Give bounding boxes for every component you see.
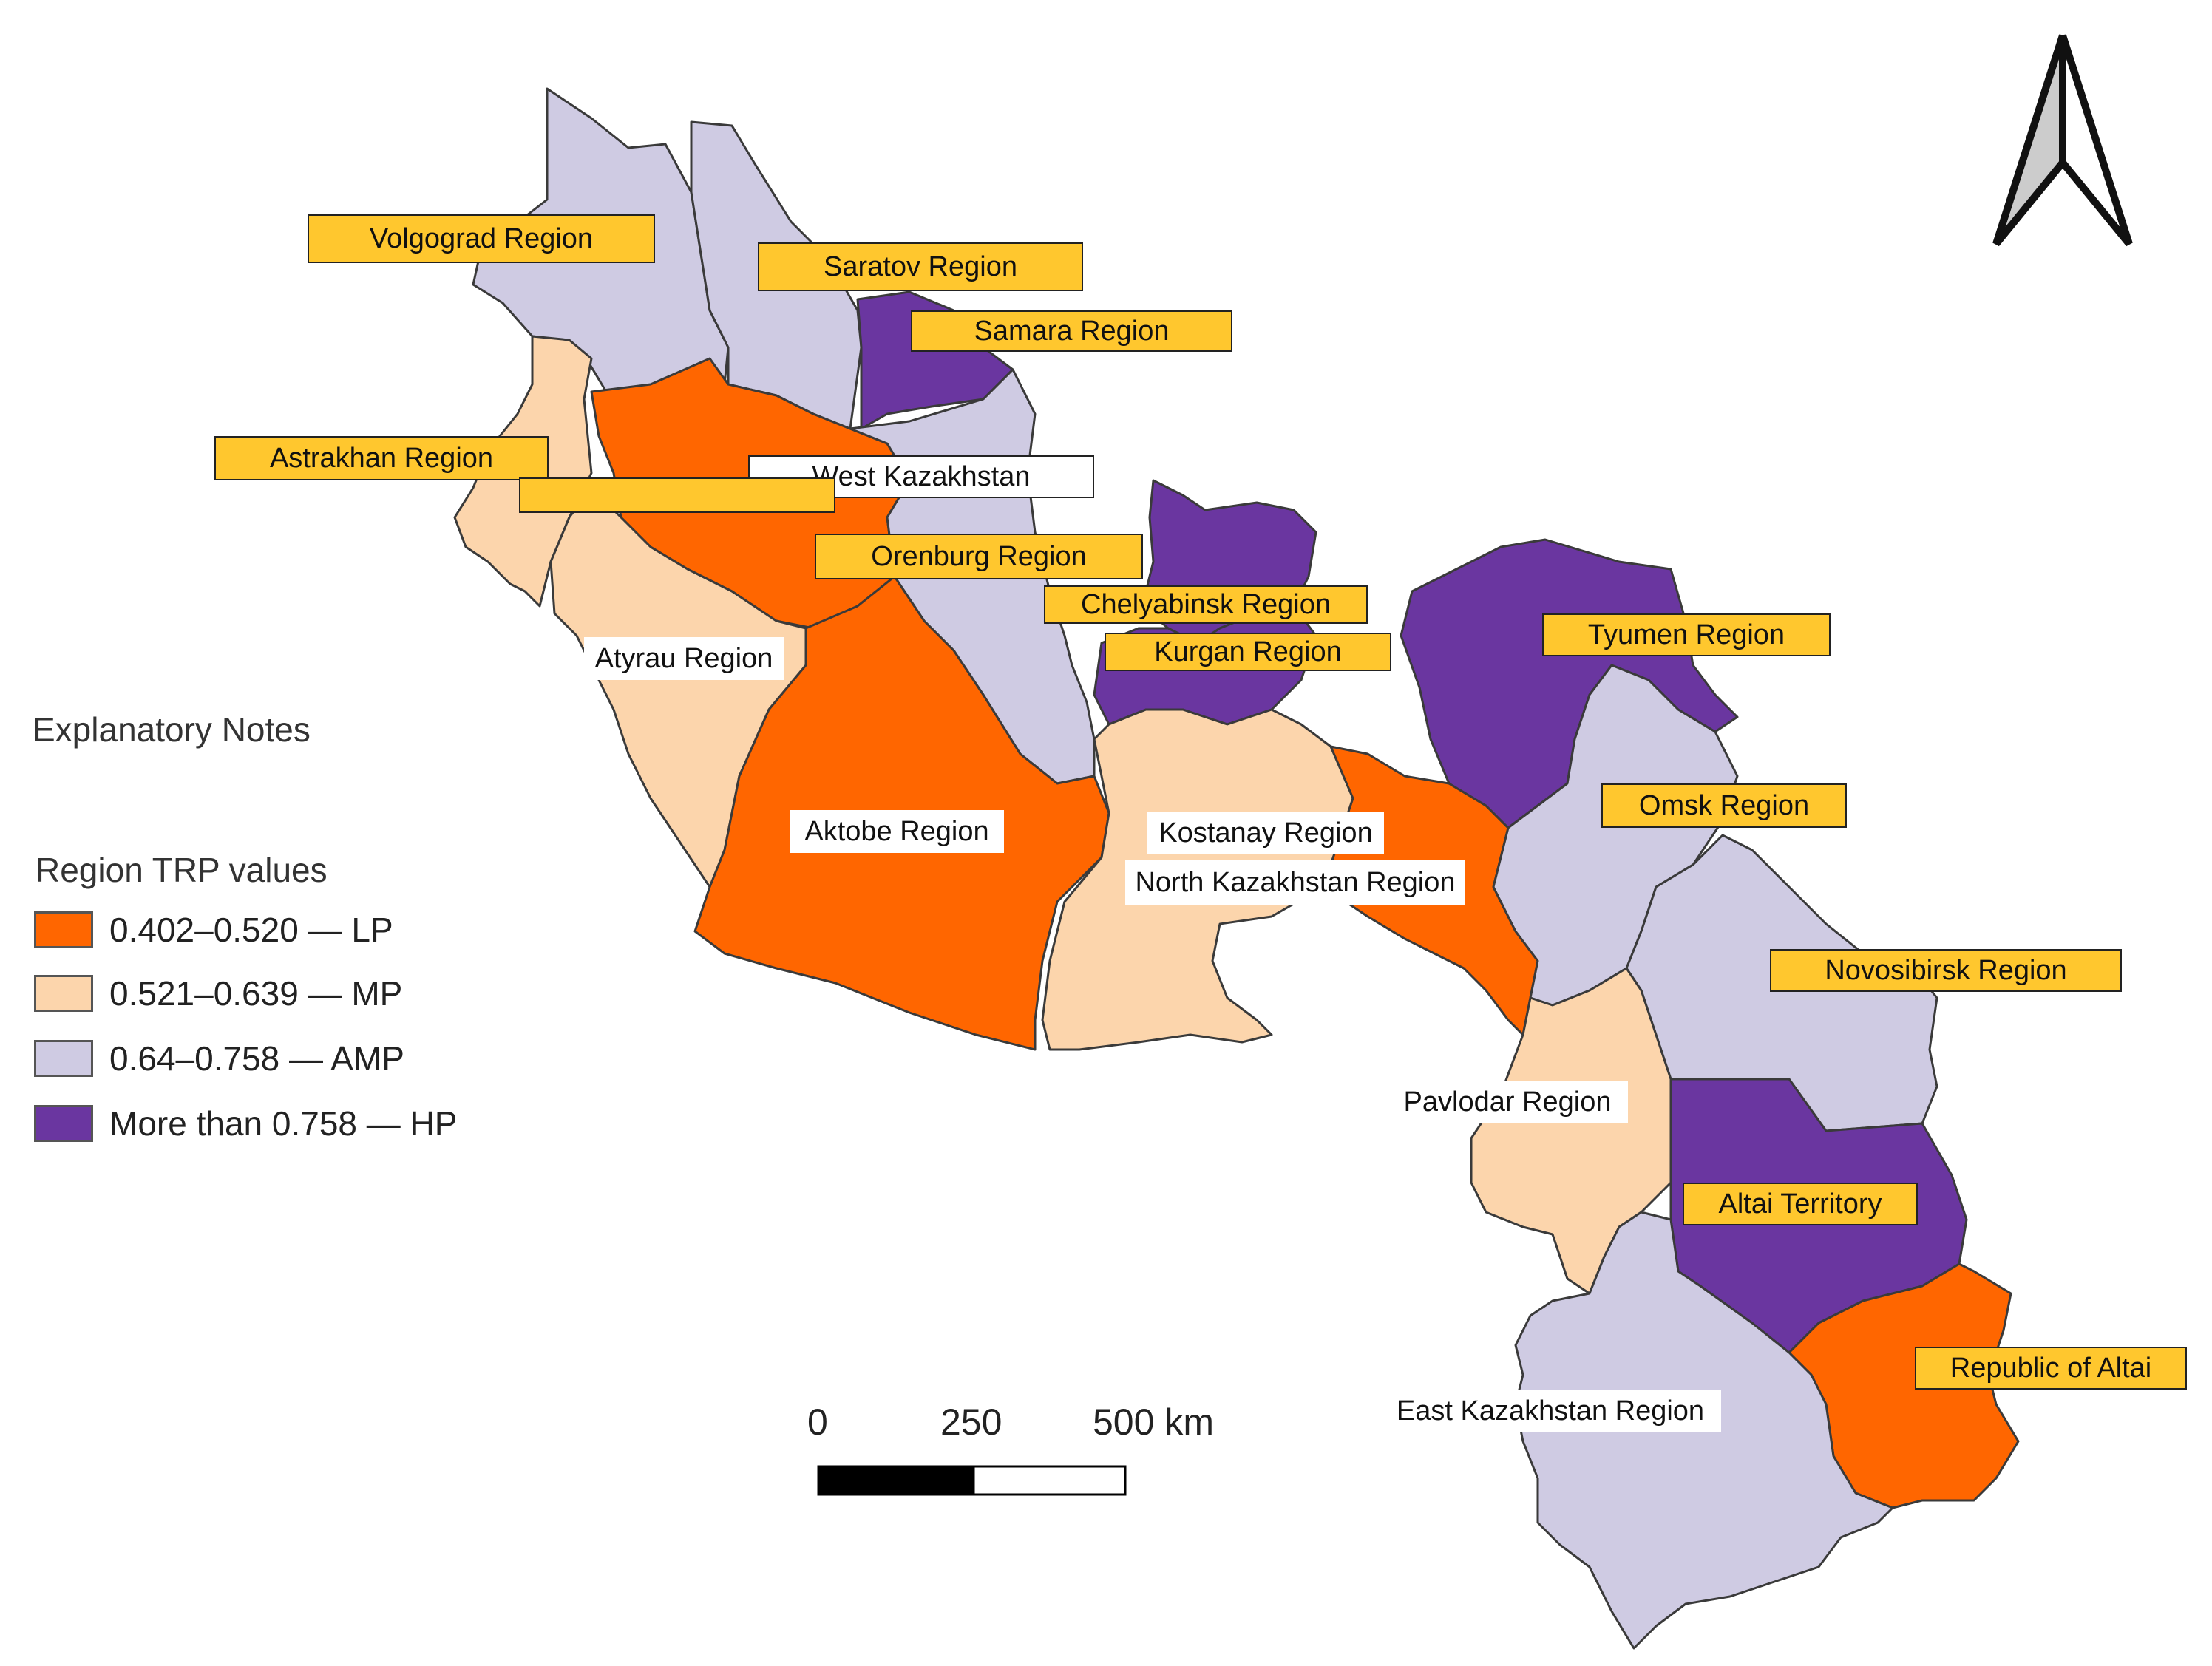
label-saratov-region: Saratov Region [758,242,1083,291]
north-arrow-icon [1992,34,2133,247]
label-aktobe-region: Aktobe Region [790,810,1004,853]
scale-label-500: 500 km [1093,1401,1214,1443]
label-samara-region: Samara Region [911,310,1232,352]
label-kostanay-region: Kostanay Region [1147,812,1384,854]
legend-swatch-amp [34,1040,93,1077]
legend-swatch-lp [34,911,93,948]
legend-item-amp: 0.64–0.758 — AMP [34,1036,404,1081]
label-blank [519,477,835,513]
label-republic-of-altai: Republic of Altai [1915,1347,2187,1390]
label-novosibirsk-region: Novosibirsk Region [1770,949,2122,992]
label-altai-territory: Altai Territory [1683,1183,1918,1225]
label-orenburg-region: Orenburg Region [815,534,1143,579]
legend-label-lp: 0.402–0.520 — LP [109,911,393,949]
label-omsk-region: Omsk Region [1601,783,1847,828]
label-tyumen-region: Tyumen Region [1542,613,1831,656]
legend-swatch-mp [34,975,93,1012]
legend-label-hp: More than 0.758 — HP [109,1104,458,1143]
legend-item-hp: More than 0.758 — HP [34,1101,457,1146]
label-volgograd-region: Volgograd Region [308,214,655,263]
label-astrakhan-region: Astrakhan Region [214,436,549,480]
scale-label-0: 0 [807,1401,828,1443]
legend-values-title: Region TRP values [35,851,328,889]
scale-bar-segment-black [817,1465,975,1496]
label-east-kazakhstan-region: East Kazakhstan Region [1380,1390,1721,1432]
legend-notes-title: Explanatory Notes [33,710,311,749]
scale-bar-segment-white [972,1465,1127,1496]
label-atyrau-region: Atyrau Region [584,637,784,680]
label-chelyabinsk-region: Chelyabinsk Region [1044,585,1368,624]
label-pavlodar-region: Pavlodar Region [1387,1081,1628,1123]
legend-swatch-hp [34,1105,93,1142]
scale-label-250: 250 [940,1401,1002,1443]
label-kurgan-region: Kurgan Region [1105,633,1391,671]
legend-label-amp: 0.64–0.758 — AMP [109,1039,404,1078]
legend-label-mp: 0.521–0.639 — MP [109,974,403,1013]
legend-item-lp: 0.402–0.520 — LP [34,908,393,952]
label-north-kazakhstan-region: North Kazakhstan Region [1125,860,1465,905]
scale-bar [817,1465,1127,1496]
legend-item-mp: 0.521–0.639 — MP [34,971,402,1016]
